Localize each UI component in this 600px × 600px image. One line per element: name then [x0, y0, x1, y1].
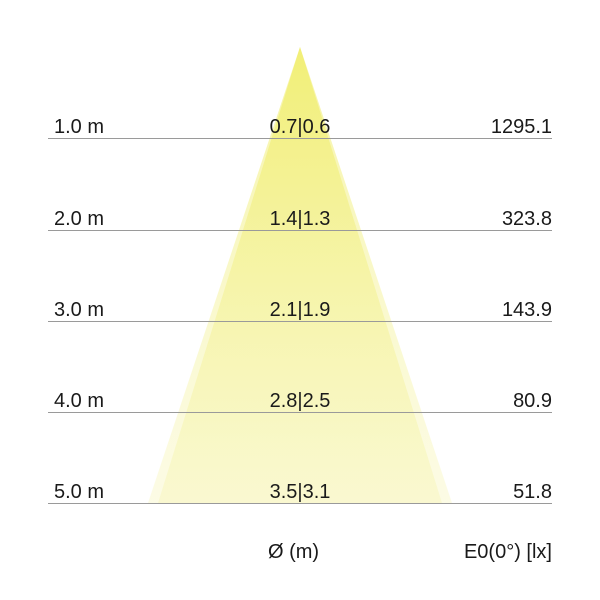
illuminance-value: 1295.1 — [490, 116, 552, 138]
row-4m: 4.0 m 2.8|2.5 80.9 — [48, 389, 552, 413]
illuminance-value: 51.8 — [513, 481, 552, 503]
distance-label: 2.0 m — [54, 208, 105, 230]
illuminance-column-label: E0(0°) [lx] — [463, 541, 552, 563]
diameter-column-label: Ø (m) — [268, 541, 320, 563]
diameter-value: 1.4|1.3 — [269, 208, 331, 230]
distance-rule — [48, 138, 552, 139]
distance-rule — [48, 321, 552, 322]
row-1m: 1.0 m 0.7|0.6 1295.1 — [48, 115, 552, 139]
illuminance-value: 323.8 — [501, 208, 552, 230]
row-3m: 3.0 m 2.1|1.9 143.9 — [48, 298, 552, 322]
row-2m: 2.0 m 1.4|1.3 323.8 — [48, 207, 552, 231]
distance-rule — [48, 230, 552, 231]
distance-label: 5.0 m — [54, 481, 105, 503]
beam-cone-narrow — [158, 47, 442, 503]
row-5m: 5.0 m 3.5|3.1 51.8 — [48, 480, 552, 504]
diameter-value: 2.1|1.9 — [269, 299, 331, 321]
distance-label: 4.0 m — [54, 390, 105, 412]
distance-rule — [48, 412, 552, 413]
illuminance-value: 143.9 — [501, 299, 552, 321]
diameter-value: 2.8|2.5 — [269, 390, 331, 412]
diameter-value: 0.7|0.6 — [269, 116, 331, 138]
distance-label: 3.0 m — [54, 299, 105, 321]
distance-label: 1.0 m — [54, 116, 105, 138]
diameter-value: 3.5|3.1 — [269, 481, 331, 503]
distance-rule — [48, 503, 552, 504]
illuminance-value: 80.9 — [513, 390, 552, 412]
